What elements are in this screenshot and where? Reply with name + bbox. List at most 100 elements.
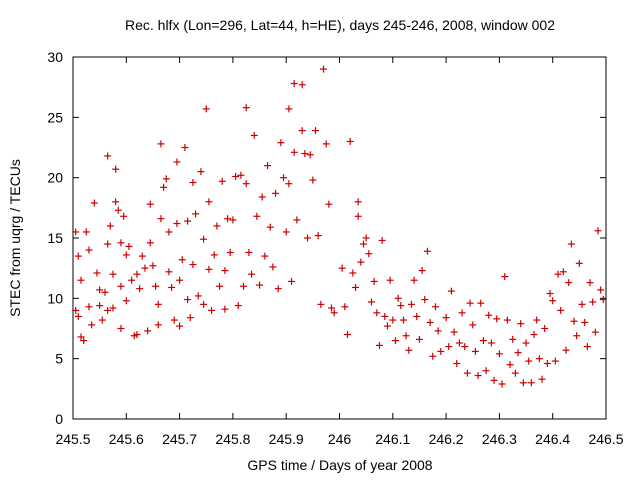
data-point xyxy=(309,176,317,184)
data-point xyxy=(511,369,519,377)
x-tick-label: 246.3 xyxy=(482,431,517,447)
data-point xyxy=(232,172,240,180)
data-point xyxy=(122,297,130,305)
data-point xyxy=(328,304,336,312)
data-point xyxy=(184,296,192,304)
data-point xyxy=(109,270,117,278)
data-point xyxy=(189,261,197,269)
data-point xyxy=(200,300,208,308)
data-point xyxy=(397,302,405,310)
data-point xyxy=(341,303,349,311)
data-point xyxy=(375,341,383,349)
data-point xyxy=(399,316,407,324)
x-tick-label: 246.2 xyxy=(429,431,464,447)
x-tick-label: 245.9 xyxy=(269,431,304,447)
data-point xyxy=(77,276,85,284)
data-point xyxy=(74,252,82,260)
data-point xyxy=(351,283,359,291)
data-point xyxy=(104,306,112,314)
x-tick-label: 245.6 xyxy=(109,431,144,447)
x-axis-ticks: 245.5 245.6 245.7 245.8 245.9 246 246.1 246.2 24… xyxy=(55,57,624,447)
data-point xyxy=(362,234,370,242)
data-point xyxy=(125,242,133,250)
data-point xyxy=(423,247,431,255)
data-point xyxy=(530,331,538,339)
data-point xyxy=(146,200,154,208)
data-point xyxy=(415,335,423,343)
data-point xyxy=(237,171,245,179)
data-point xyxy=(301,150,309,158)
data-point xyxy=(136,285,144,293)
y-tick-label: 20 xyxy=(47,170,63,186)
data-point xyxy=(221,305,229,313)
data-point xyxy=(213,222,221,230)
data-point xyxy=(514,349,522,357)
data-point xyxy=(298,127,306,135)
data-point xyxy=(373,309,381,317)
data-point xyxy=(474,372,482,380)
data-point xyxy=(264,162,272,170)
y-tick-label: 5 xyxy=(55,351,63,367)
data-point xyxy=(463,369,471,377)
data-point xyxy=(381,312,389,320)
data-point xyxy=(82,228,90,236)
data-point xyxy=(578,300,586,308)
data-point xyxy=(437,347,445,355)
data-point xyxy=(80,337,88,345)
data-point xyxy=(482,367,490,375)
data-point xyxy=(173,220,181,228)
data-point xyxy=(461,343,469,351)
data-point xyxy=(570,317,578,325)
data-point xyxy=(477,299,485,307)
y-tick-label: 30 xyxy=(47,49,63,65)
data-point xyxy=(261,252,269,260)
data-point xyxy=(533,316,541,324)
x-tick-label: 246.4 xyxy=(535,431,570,447)
data-point xyxy=(407,300,415,308)
data-point xyxy=(357,258,365,266)
data-point xyxy=(114,206,122,214)
data-point xyxy=(170,316,178,324)
data-point xyxy=(586,279,594,287)
data-point xyxy=(391,337,399,345)
data-point xyxy=(434,327,442,335)
y-tick-label: 0 xyxy=(55,411,63,427)
data-point xyxy=(77,333,85,341)
data-points xyxy=(72,65,607,388)
data-point xyxy=(469,321,477,329)
data-point xyxy=(559,268,567,276)
data-point xyxy=(599,296,607,304)
data-point xyxy=(290,80,298,88)
data-point xyxy=(527,379,535,387)
data-point xyxy=(378,236,386,244)
data-point xyxy=(567,240,575,248)
data-point xyxy=(242,180,250,188)
data-point xyxy=(128,276,136,284)
data-point xyxy=(490,376,498,384)
data-point xyxy=(338,264,346,272)
data-point xyxy=(589,298,597,306)
data-point xyxy=(165,268,173,276)
data-point xyxy=(367,298,375,306)
data-point xyxy=(535,355,543,363)
data-point xyxy=(346,137,354,145)
data-point xyxy=(293,216,301,224)
data-point xyxy=(306,151,314,159)
data-point xyxy=(426,318,434,326)
data-point xyxy=(288,277,296,285)
data-point xyxy=(402,332,410,340)
data-point xyxy=(274,285,282,293)
x-tick-label: 246.1 xyxy=(375,431,410,447)
data-point xyxy=(317,300,325,308)
data-point xyxy=(256,281,264,289)
data-point xyxy=(157,215,165,223)
data-point xyxy=(280,174,288,182)
data-point xyxy=(216,282,224,290)
data-point xyxy=(365,250,373,258)
data-point xyxy=(224,215,232,223)
data-point xyxy=(176,276,184,284)
x-tick-label: 246 xyxy=(328,431,352,447)
data-point xyxy=(493,315,501,323)
data-point xyxy=(85,303,93,311)
